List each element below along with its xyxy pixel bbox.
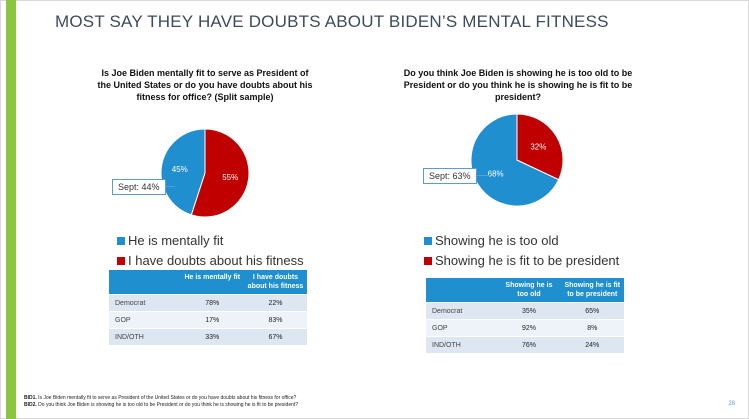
footnote-text: Do you think Joe Biden is showing he is … bbox=[36, 402, 299, 408]
row-label: Democrat bbox=[426, 302, 498, 320]
table-header-blank bbox=[426, 278, 498, 303]
legend-swatch-blue bbox=[117, 237, 125, 245]
table-cell: 24% bbox=[560, 336, 624, 353]
right-pie-chart: 68% 32% bbox=[470, 113, 564, 207]
left-question: Is Joe Biden mentally fit to serve as Pr… bbox=[97, 68, 313, 102]
footnote-bid2: BID2. Do you think Joe Biden is showing … bbox=[24, 402, 298, 409]
legend-label: Showing he is fit to be president bbox=[435, 253, 620, 268]
legend-label: I have doubts about his fitness bbox=[128, 253, 304, 268]
right-party-table: Showing he is too old Showing he is fit … bbox=[426, 278, 624, 353]
footnote-bid1: BID1. Is Joe Biden mentally fit to serve… bbox=[24, 395, 298, 402]
table-cell: 78% bbox=[180, 294, 244, 312]
left-callout-line bbox=[163, 186, 175, 187]
pie-slice bbox=[516, 113, 564, 181]
footnote-code: BID1. bbox=[24, 395, 37, 401]
right-question: Do you think Joe Biden is showing he is … bbox=[403, 68, 633, 102]
table-cell: 17% bbox=[180, 311, 244, 329]
legend-swatch-red bbox=[117, 257, 125, 265]
accent-bar bbox=[6, 0, 16, 419]
table-header: Showing he is fit to be president bbox=[560, 278, 624, 303]
pie-slice bbox=[470, 113, 560, 207]
legend-label: Showing he is too old bbox=[435, 233, 559, 248]
legend-label: He is mentally fit bbox=[128, 233, 224, 248]
table-cell: 22% bbox=[243, 294, 307, 312]
table-row: IND/OTH 33% 67% bbox=[109, 328, 307, 345]
legend-swatch-blue bbox=[424, 237, 432, 245]
table-cell: 33% bbox=[180, 328, 244, 345]
table-row: Democrat 78% 22% bbox=[109, 294, 307, 312]
table-row: GOP 92% 8% bbox=[426, 319, 624, 337]
left-party-table: He is mentally fit I have doubts about h… bbox=[109, 270, 307, 345]
pie-slice bbox=[190, 128, 250, 218]
table-cell: 83% bbox=[243, 311, 307, 329]
table-row: GOP 17% 83% bbox=[109, 311, 307, 329]
table-cell: 67% bbox=[243, 328, 307, 345]
left-legend: He is mentally fit I have doubts about h… bbox=[117, 231, 304, 271]
pie-slice-label: 55% bbox=[222, 173, 238, 182]
table-header: I have doubts about his fitness bbox=[243, 270, 307, 295]
legend-item-mentally-fit: He is mentally fit bbox=[117, 231, 304, 251]
right-sept-callout: Sept: 63% bbox=[423, 168, 477, 184]
slide-title: MOST SAY THEY HAVE DOUBTS ABOUT BIDEN’S … bbox=[55, 12, 609, 31]
table-cell: 92% bbox=[497, 319, 561, 337]
table-row: IND/OTH 76% 24% bbox=[426, 336, 624, 353]
footnotes: BID1. Is Joe Biden mentally fit to serve… bbox=[24, 395, 298, 409]
table-header: Showing he is too old bbox=[497, 278, 561, 303]
right-callout-line bbox=[475, 175, 489, 176]
right-legend: Showing he is too old Showing he is fit … bbox=[424, 231, 619, 271]
table-cell: 65% bbox=[560, 302, 624, 320]
row-label: GOP bbox=[109, 311, 181, 329]
table-header: He is mentally fit bbox=[180, 270, 244, 295]
row-label: GOP bbox=[426, 319, 498, 337]
row-label: Democrat bbox=[109, 294, 181, 312]
footnote-code: BID2. bbox=[24, 402, 37, 408]
left-pie-chart: 45% 55% bbox=[160, 128, 250, 218]
left-sept-callout: Sept: 44% bbox=[112, 179, 166, 195]
legend-item-too-old: Showing he is too old bbox=[424, 231, 619, 251]
table-cell: 35% bbox=[497, 302, 561, 320]
table-cell: 8% bbox=[560, 319, 624, 337]
pie-slice-label: 32% bbox=[530, 142, 546, 151]
legend-item-doubts: I have doubts about his fitness bbox=[117, 251, 304, 271]
footnote-text: Is Joe Biden mentally fit to serve as Pr… bbox=[36, 395, 297, 401]
row-label: IND/OTH bbox=[109, 328, 181, 345]
pie-slice-label: 68% bbox=[488, 170, 504, 179]
table-row: Democrat 35% 65% bbox=[426, 302, 624, 320]
legend-swatch-red bbox=[424, 257, 432, 265]
pie-slice-label: 45% bbox=[172, 165, 188, 174]
page-number: 28 bbox=[728, 401, 735, 407]
pie-slice bbox=[160, 128, 206, 216]
legend-item-fit-president: Showing he is fit to be president bbox=[424, 251, 619, 271]
table-header-blank bbox=[109, 270, 181, 295]
row-label: IND/OTH bbox=[426, 336, 498, 353]
table-cell: 76% bbox=[497, 336, 561, 353]
